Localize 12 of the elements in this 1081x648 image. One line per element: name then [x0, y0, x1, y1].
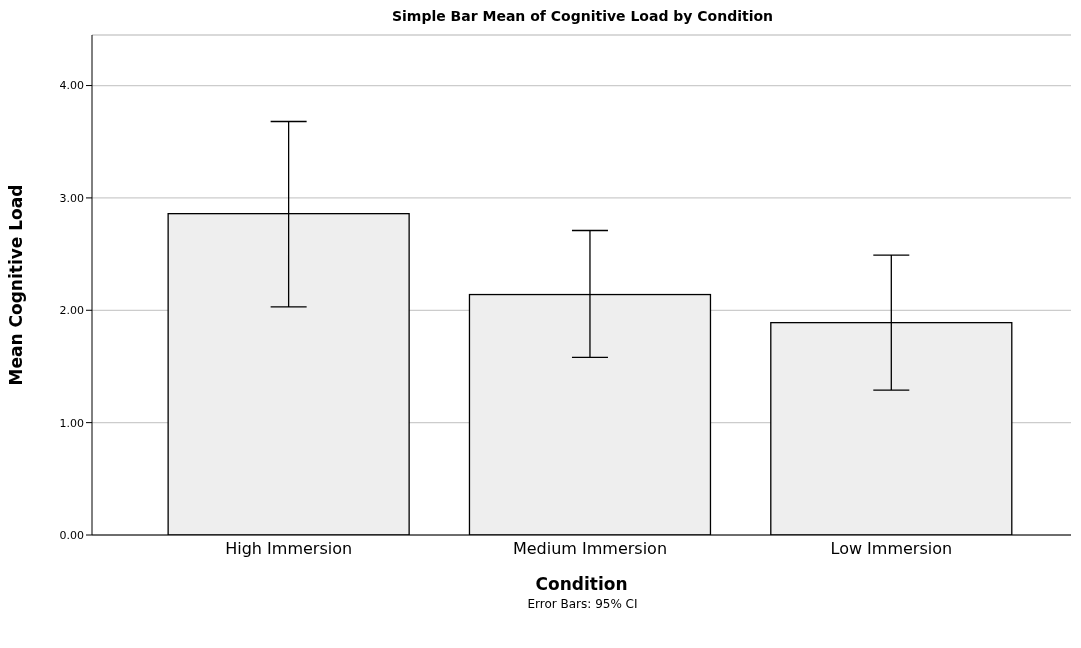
x-tick-label: Low Immersion [830, 539, 953, 559]
x-tick-label: High Immersion [225, 539, 353, 559]
y-tick-label: 4.00 [59, 79, 84, 93]
text: Error Bars: 95% CI [526, 597, 639, 611]
y-tick-label: 1.00 [59, 416, 84, 430]
x-tick-label: Medium Immersion [512, 539, 668, 559]
y-tick-label: 0.00 [59, 528, 84, 542]
y-tick-label: 3.00 [59, 191, 84, 205]
y-tick-label: 2.00 [59, 304, 84, 318]
chart-title: Simple Bar Mean of Cognitive Load by Condition [390, 8, 775, 26]
y-axis-title: Mean Cognitive Load [6, 184, 27, 386]
x-axis-title: Condition [535, 574, 628, 594]
